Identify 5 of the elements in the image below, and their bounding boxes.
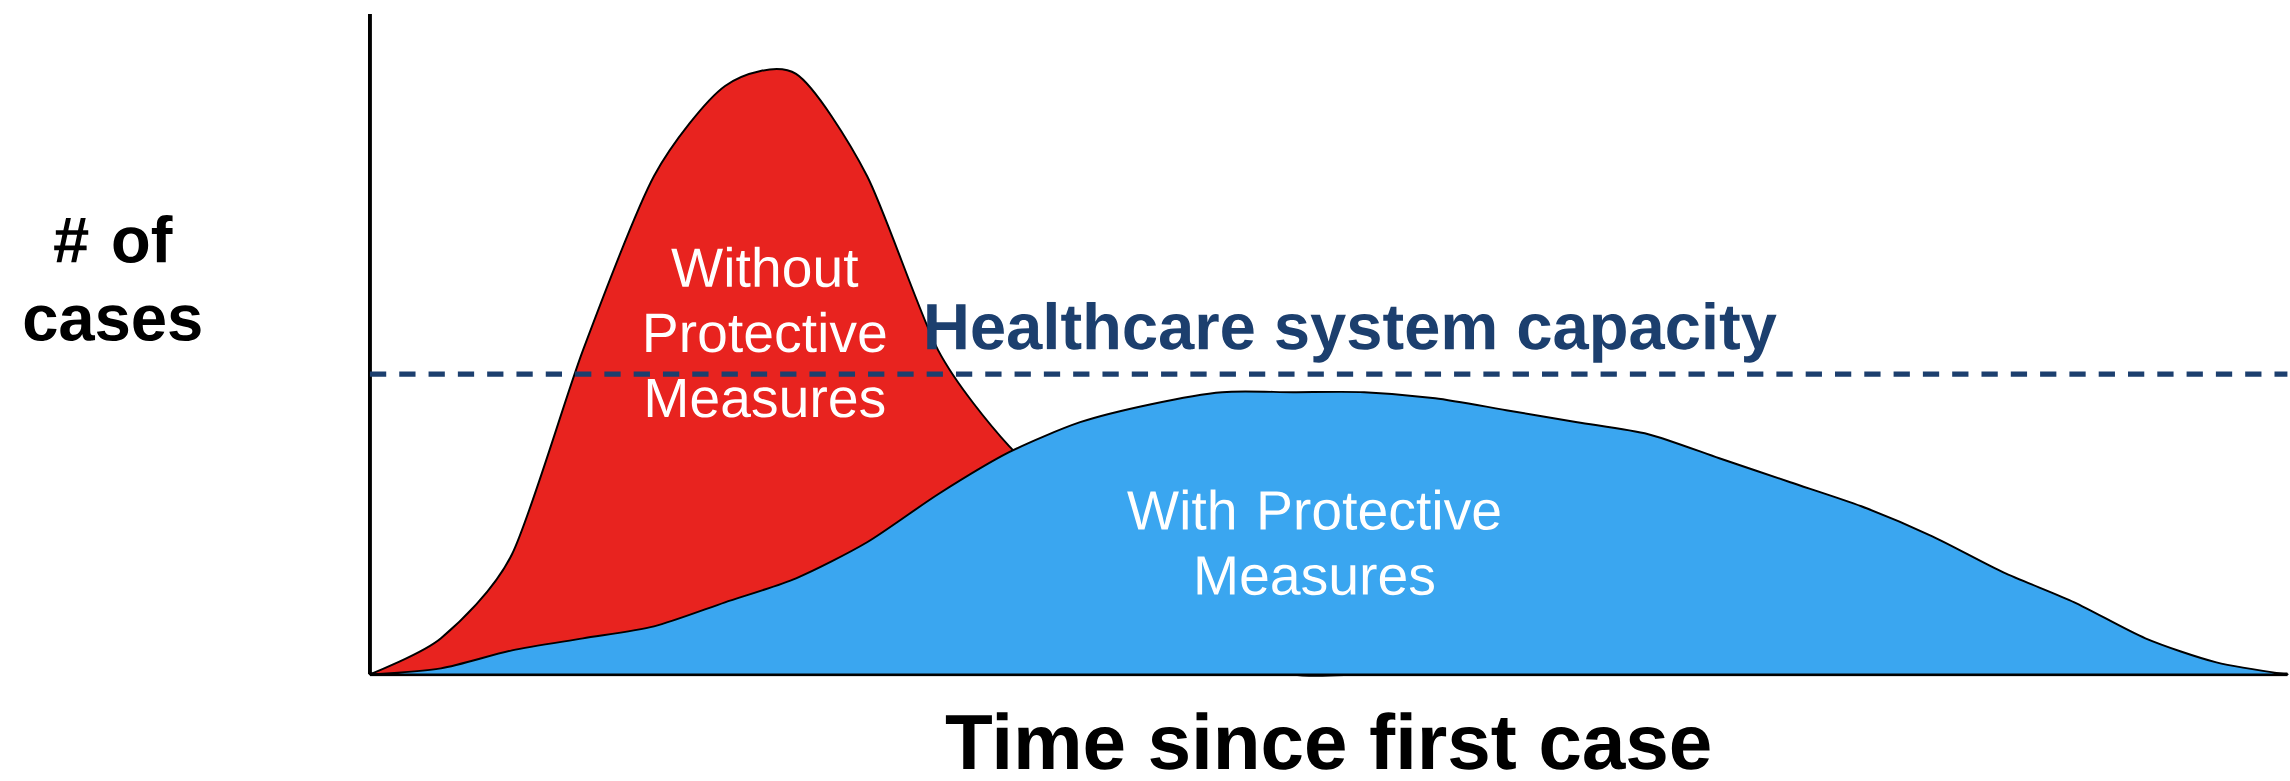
y-axis-title: # of cases — [24, 215, 201, 342]
x-axis-title: Time since first case — [945, 712, 1710, 770]
series-label: With Protective Measures — [1127, 489, 1500, 596]
series-label: Without Protective Measures — [646, 246, 886, 418]
ref-line-label: Healthcare system capacity — [927, 302, 1777, 363]
